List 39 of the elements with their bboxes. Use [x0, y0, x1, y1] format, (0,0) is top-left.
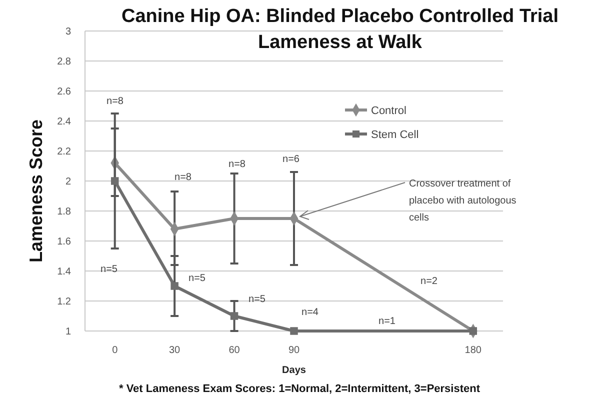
annotation: n=5	[188, 273, 206, 284]
x-axis-title: Days	[282, 365, 306, 376]
annotation: n=6	[282, 154, 300, 165]
point	[110, 177, 119, 185]
annotation: n=1	[378, 316, 396, 327]
point	[469, 327, 478, 335]
y-tick-label: 2.6	[57, 86, 72, 98]
y-tick-label: 2	[65, 176, 72, 188]
y-tick-label: 1.2	[57, 296, 72, 308]
annotation: n=8	[174, 172, 192, 183]
y-tick-label: 2.4	[57, 116, 72, 128]
chart-subtitle: Lameness at Walk	[258, 32, 422, 53]
legend-label: Stem Cell	[371, 129, 419, 141]
y-tick-label: 2.2	[57, 146, 72, 158]
annotation: Crossover treatment of placebo with autologous cells	[409, 178, 516, 224]
annotation: n=8	[106, 96, 124, 107]
annotation: n=5	[100, 264, 118, 275]
y-tick-label: 1.6	[57, 236, 72, 248]
y-tick-label: 3	[65, 26, 72, 38]
text: * Vet Lameness Exam Scores: 1=Normal, 2=Intermittent, 3=Persistent	[118, 383, 480, 395]
y-axis-title: Lameness Score	[26, 119, 46, 263]
annotation: n=4	[302, 307, 319, 318]
annotation: n=5	[248, 294, 266, 305]
annotation: n=2	[420, 276, 438, 287]
x-tick-label: 180	[464, 345, 482, 356]
point	[170, 282, 178, 290]
x-tick-label: 60	[228, 345, 240, 356]
annotation: n=8	[228, 159, 246, 170]
legend-label: Control	[371, 105, 406, 117]
x-tick-label: 30	[169, 345, 181, 356]
y-tick-label: 1	[65, 326, 72, 338]
x-tick-label: 0	[112, 345, 118, 356]
y-tick-label: 1.4	[57, 266, 72, 278]
y-tick-label: 1.8	[57, 206, 72, 218]
point	[230, 312, 238, 320]
y-tick-label: 2.8	[57, 56, 72, 68]
x-tick-label: 90	[288, 345, 300, 356]
chart-title: Canine Hip OA: Blinded Placebo Controlled Trial	[121, 6, 559, 27]
point	[290, 327, 298, 335]
